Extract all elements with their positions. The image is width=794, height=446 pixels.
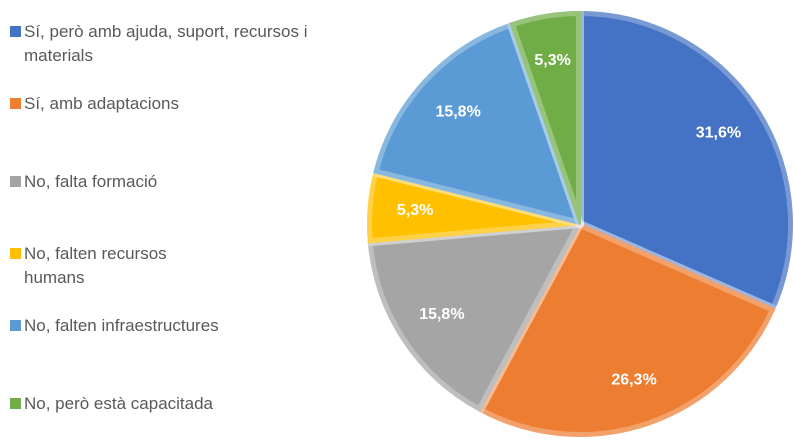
data-label: 15,8% xyxy=(419,306,464,323)
legend-swatch xyxy=(10,248,21,259)
pie-slice xyxy=(478,222,776,437)
legend-item: Sí, però amb ajuda, suport, recursos i m… xyxy=(10,20,314,68)
legend-item: No, falten recursos humans xyxy=(10,242,224,290)
data-label: 15,8% xyxy=(435,103,480,120)
legend-swatch xyxy=(10,398,21,409)
legend-item: No, falta formació xyxy=(10,170,314,194)
legend-swatch xyxy=(10,26,21,37)
legend-item: No, però està capacitada xyxy=(10,392,314,416)
pie-slice xyxy=(509,10,581,225)
pie-slice xyxy=(373,22,582,226)
data-label: 26,3% xyxy=(611,372,656,389)
legend-item: No, falten infraestructures xyxy=(10,314,314,338)
legend-swatch xyxy=(10,98,21,109)
legend-label: No, falten recursos humans xyxy=(24,244,167,287)
data-label: 5,3% xyxy=(534,52,570,69)
legend-label: No, falta formació xyxy=(24,172,158,191)
pie-slice xyxy=(367,222,582,413)
legend-label: Sí, amb adaptacions xyxy=(24,94,179,113)
slice-border xyxy=(370,19,584,228)
slice-border xyxy=(475,220,779,440)
data-label: 5,3% xyxy=(397,202,433,219)
legend-label: Sí, però amb ajuda, suport, recursos i m… xyxy=(24,22,308,65)
slice-border xyxy=(506,8,584,228)
slice-border xyxy=(364,220,584,415)
data-label: 31,6% xyxy=(696,125,741,142)
legend-label: No, però està capacitada xyxy=(24,394,214,413)
legend-swatch xyxy=(10,176,21,187)
slice-border xyxy=(576,8,794,314)
legend-swatch xyxy=(10,320,21,331)
legend-label: No, falten infraestructures xyxy=(24,316,219,335)
legend-item: Sí, amb adaptacions xyxy=(10,92,314,116)
pie-slice xyxy=(579,10,793,311)
